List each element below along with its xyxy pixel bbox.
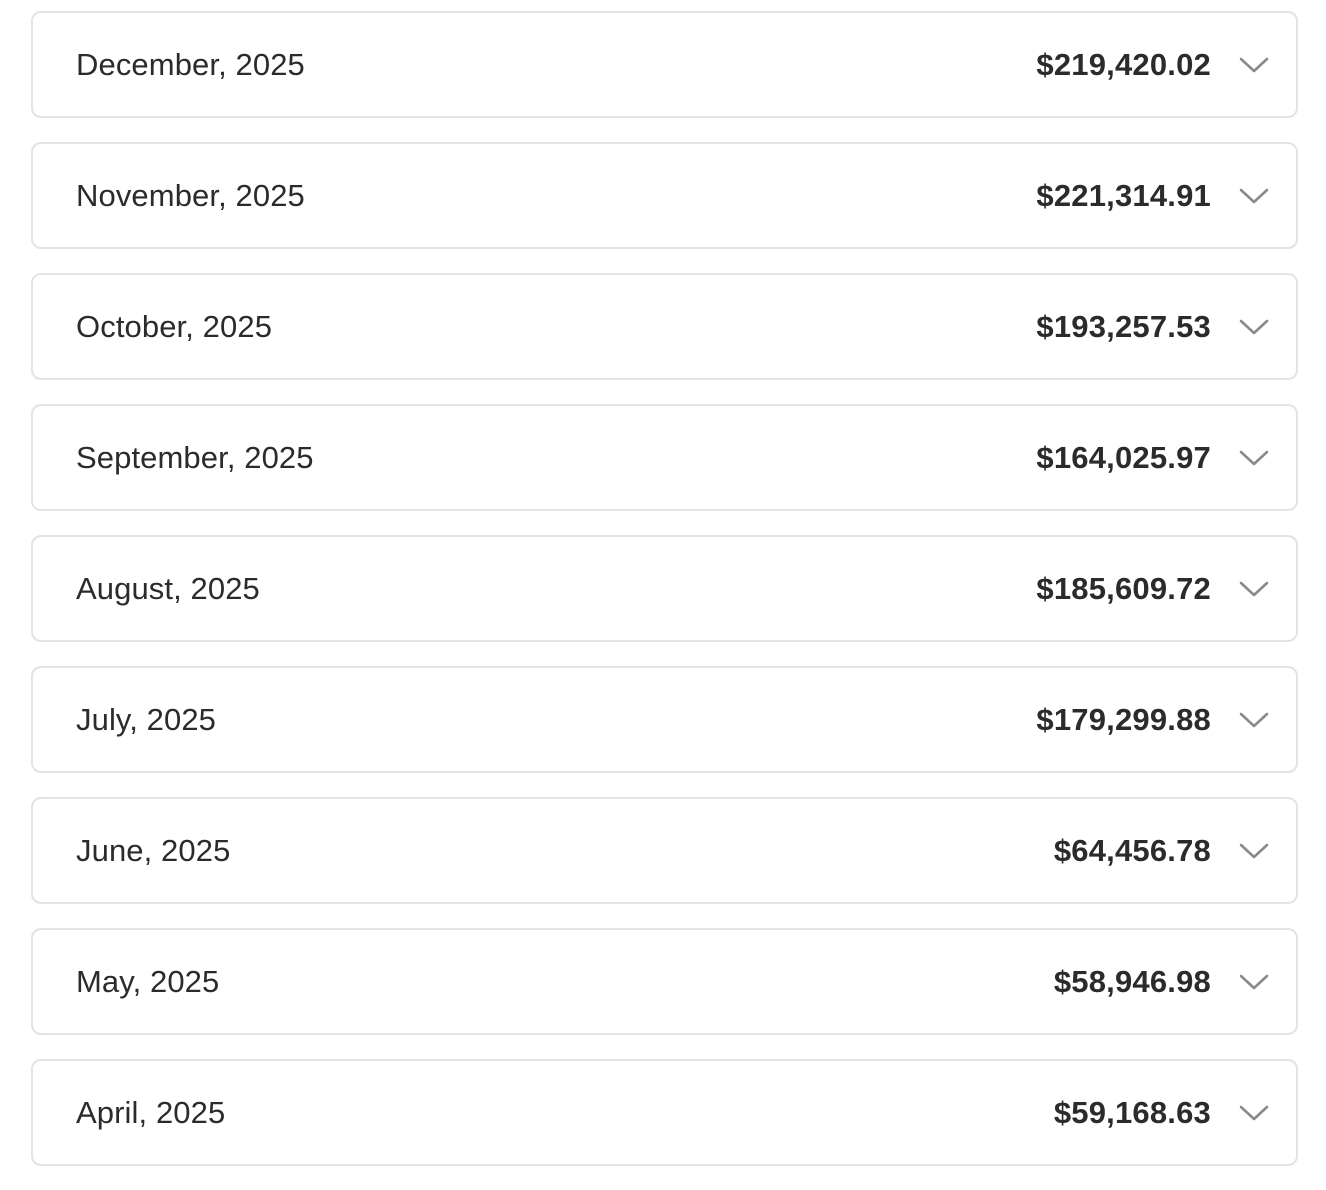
month-row-april-2025[interactable]: April, 2025 $59,168.63: [31, 1059, 1298, 1166]
month-row-october-2025[interactable]: October, 2025 $193,257.53: [31, 273, 1298, 380]
chevron-down-icon[interactable]: [1238, 972, 1270, 992]
month-label: October, 2025: [76, 308, 273, 344]
chevron-down-icon[interactable]: [1238, 186, 1270, 206]
month-label: September, 2025: [76, 439, 314, 475]
month-row-may-2025[interactable]: May, 2025 $58,946.98: [31, 928, 1298, 1035]
chevron-down-icon[interactable]: [1238, 579, 1270, 599]
month-label: July, 2025: [76, 701, 217, 737]
month-row-september-2025[interactable]: September, 2025 $164,025.97: [31, 404, 1298, 511]
month-amount: $221,314.91: [1036, 177, 1211, 213]
month-row-july-2025[interactable]: July, 2025 $179,299.88: [31, 666, 1298, 773]
month-row-november-2025[interactable]: November, 2025 $221,314.91: [31, 142, 1298, 249]
month-amount: $179,299.88: [1036, 701, 1211, 737]
chevron-down-icon[interactable]: [1238, 1103, 1270, 1123]
monthly-summary-list: December, 2025 $219,420.02 November, 202…: [31, 11, 1298, 1190]
month-amount: $219,420.02: [1036, 46, 1211, 82]
month-amount: $59,168.63: [1053, 1094, 1211, 1130]
month-amount: $185,609.72: [1036, 570, 1211, 606]
month-row-december-2025[interactable]: December, 2025 $219,420.02: [31, 11, 1298, 118]
month-row-august-2025[interactable]: August, 2025 $185,609.72: [31, 535, 1298, 642]
month-label: May, 2025: [76, 963, 220, 999]
chevron-down-icon[interactable]: [1238, 55, 1270, 75]
month-label: June, 2025: [76, 832, 231, 868]
chevron-down-icon[interactable]: [1238, 841, 1270, 861]
chevron-down-icon[interactable]: [1238, 317, 1270, 337]
month-amount: $193,257.53: [1036, 308, 1211, 344]
month-amount: $164,025.97: [1036, 439, 1211, 475]
month-label: August, 2025: [76, 570, 260, 606]
month-row-june-2025[interactable]: June, 2025 $64,456.78: [31, 797, 1298, 904]
month-amount: $64,456.78: [1053, 832, 1211, 868]
month-label: November, 2025: [76, 177, 305, 213]
month-label: December, 2025: [76, 46, 305, 82]
month-amount: $58,946.98: [1053, 963, 1211, 999]
chevron-down-icon[interactable]: [1238, 448, 1270, 468]
month-label: April, 2025: [76, 1094, 226, 1130]
chevron-down-icon[interactable]: [1238, 710, 1270, 730]
